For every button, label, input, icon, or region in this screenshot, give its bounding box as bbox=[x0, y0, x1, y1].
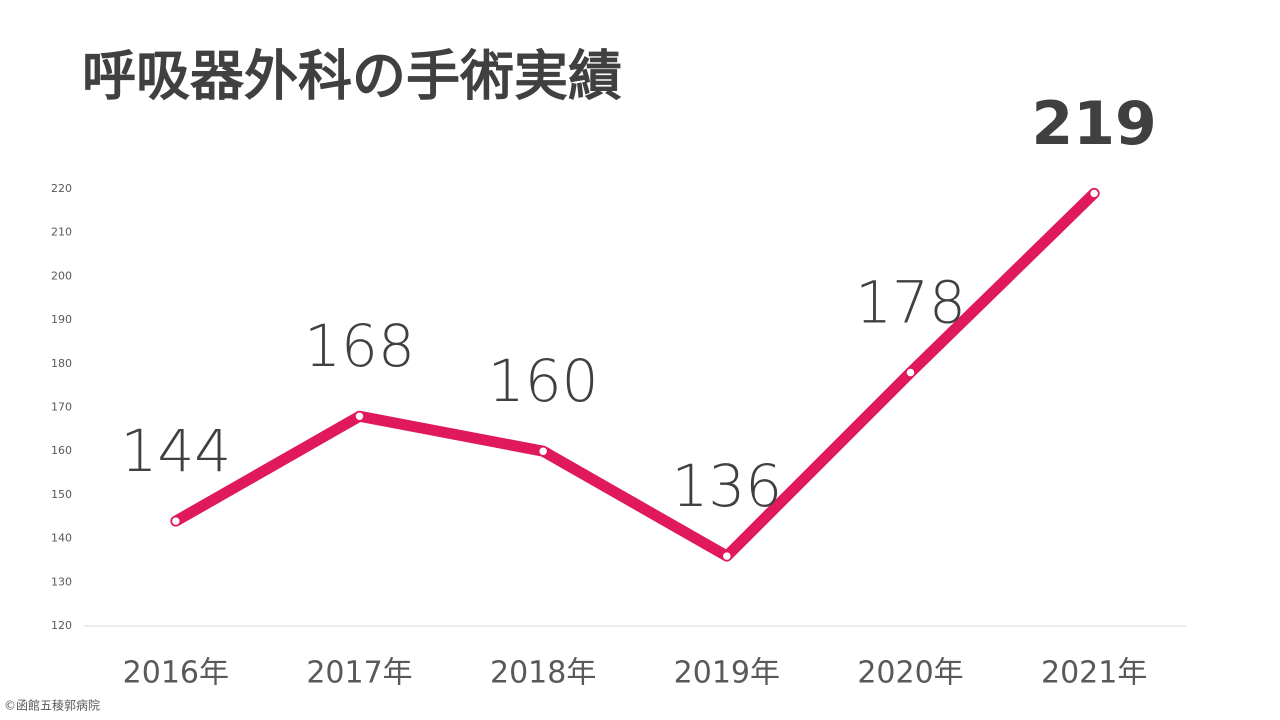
x-tick-label: 2017年 bbox=[306, 656, 412, 691]
y-tick-label: 190 bbox=[51, 313, 72, 326]
y-tick-label: 120 bbox=[51, 619, 72, 632]
chart-title: 呼吸器外科の手術実績 bbox=[82, 45, 622, 108]
y-tick-label: 220 bbox=[51, 182, 72, 195]
y-tick-label: 130 bbox=[51, 575, 72, 588]
x-tick-label: 2016年 bbox=[123, 656, 229, 691]
data-label: 136 bbox=[671, 452, 782, 520]
x-tick-label: 2021年 bbox=[1041, 656, 1147, 691]
marker bbox=[170, 515, 182, 527]
data-label: 168 bbox=[304, 312, 415, 380]
y-tick-label: 170 bbox=[51, 401, 72, 414]
data-label: 160 bbox=[488, 347, 599, 415]
y-tick-label: 150 bbox=[51, 488, 72, 501]
y-tick-label: 200 bbox=[51, 269, 72, 282]
x-tick-label: 2019年 bbox=[674, 656, 780, 691]
data-label: 178 bbox=[855, 269, 966, 337]
marker bbox=[354, 410, 365, 422]
source: ©函館五稜郭病院 bbox=[4, 698, 100, 713]
x-tick-label: 2020年 bbox=[857, 656, 963, 691]
y-tick-label: 160 bbox=[51, 444, 72, 457]
y-tick-label: 140 bbox=[51, 532, 72, 545]
marker bbox=[905, 367, 916, 378]
marker bbox=[721, 550, 733, 562]
data-label: 219 bbox=[1032, 89, 1157, 159]
x-tick-label: 2018年 bbox=[490, 656, 596, 691]
data-label: 144 bbox=[120, 417, 231, 485]
y-tick-label: 210 bbox=[51, 226, 72, 239]
marker bbox=[537, 445, 549, 457]
marker bbox=[1088, 188, 1100, 199]
y-tick-label: 180 bbox=[51, 357, 72, 370]
line bbox=[170, 187, 1100, 562]
